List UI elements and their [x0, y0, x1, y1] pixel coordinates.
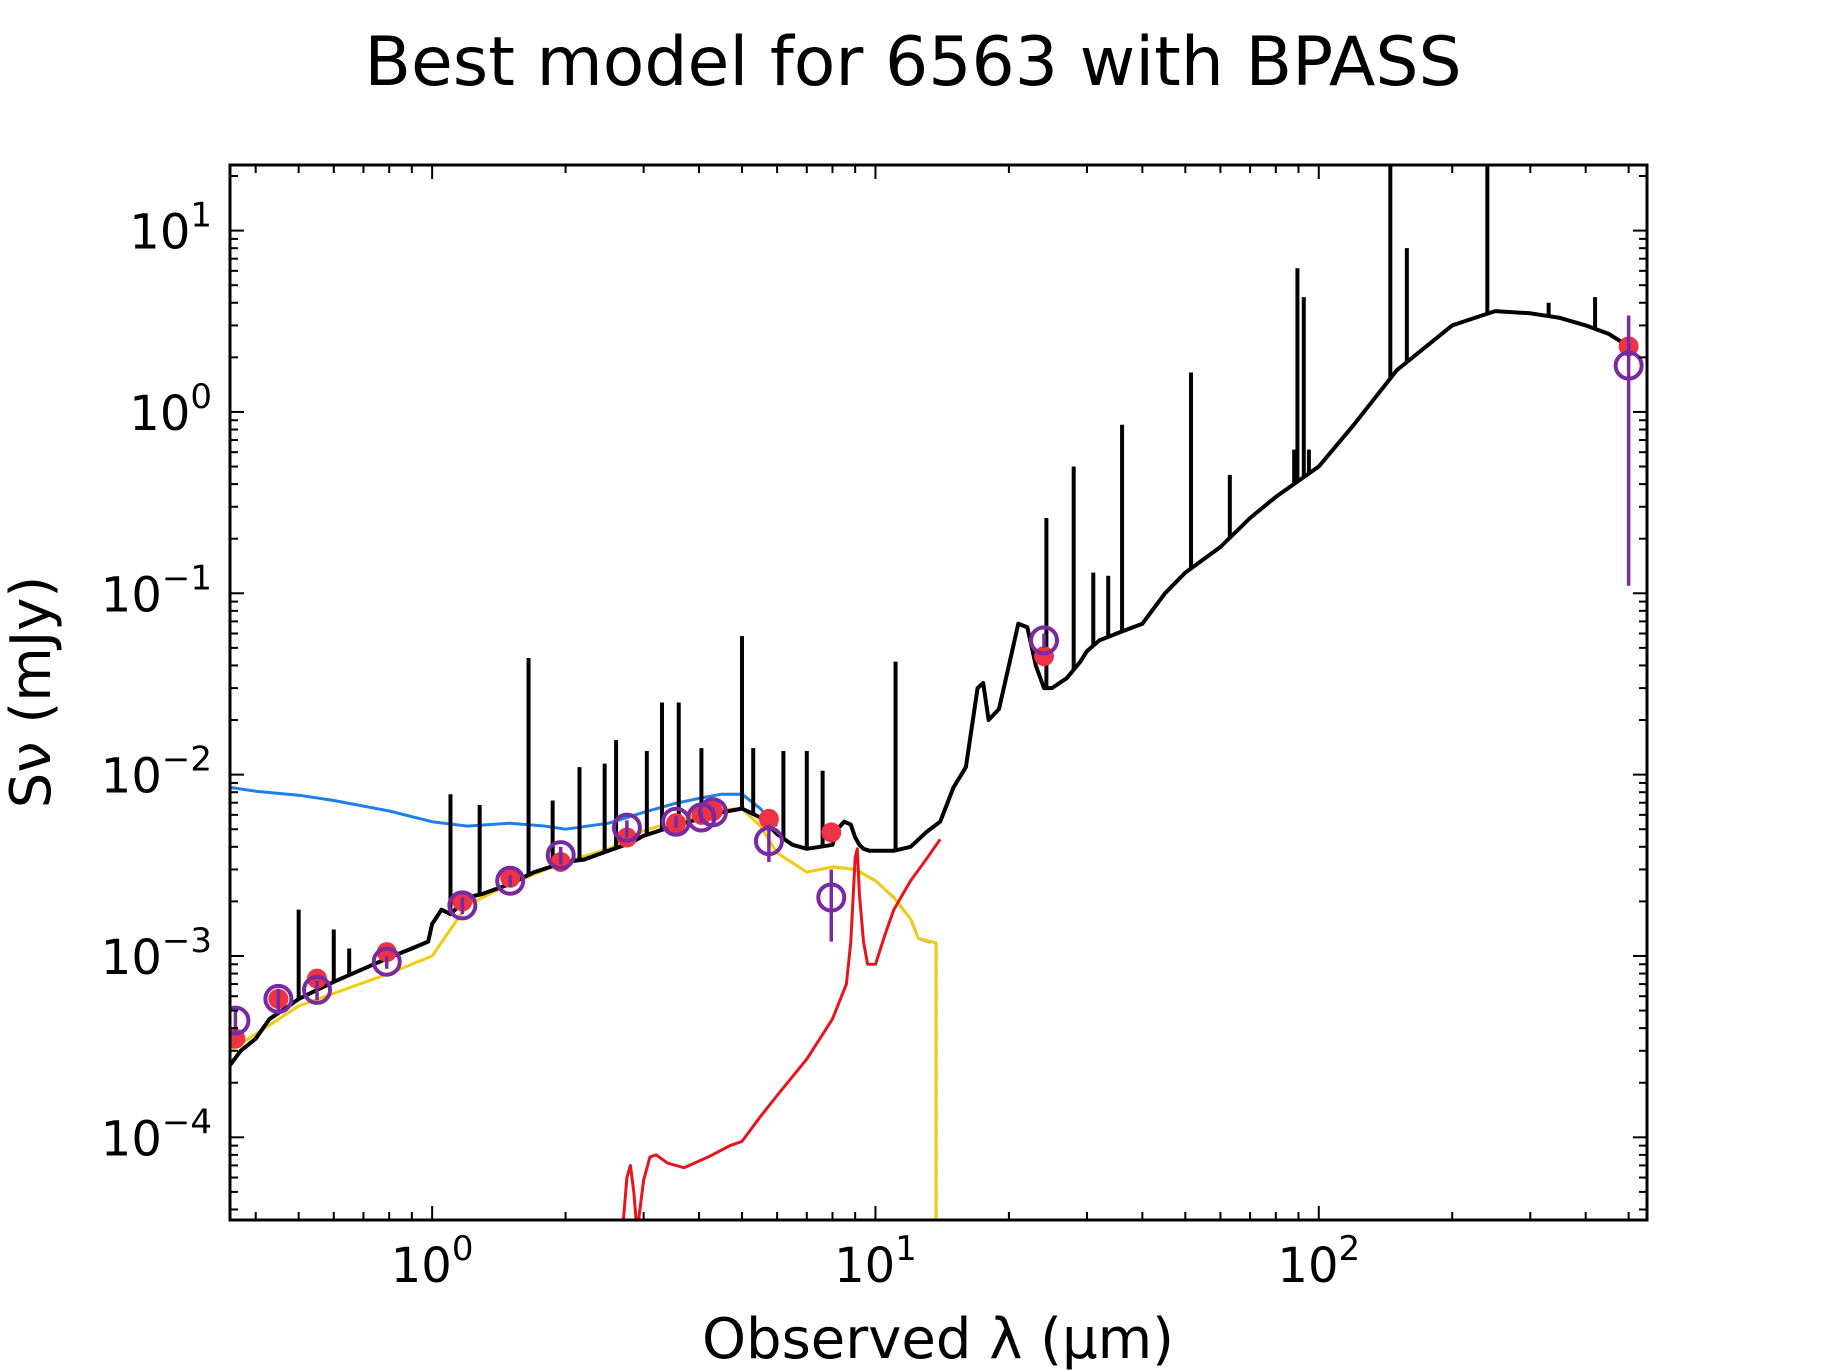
x-tick-label-base: 10: [391, 1238, 452, 1294]
x-tick-label-exponent: 0: [452, 1229, 474, 1269]
model-flux-point: [376, 942, 397, 963]
y-tick-label: 10−4: [101, 1102, 212, 1167]
x-tick-labels: 100 101 102: [391, 1229, 1360, 1294]
observed-flux-point: [263, 983, 294, 1014]
x-tick-label: 100: [391, 1229, 474, 1294]
y-tick-label-base: 10: [101, 930, 162, 986]
y-tick-label-base: 10: [101, 1111, 162, 1167]
observed-flux-point: [545, 840, 576, 871]
y-tick-label: 101: [129, 196, 212, 261]
y-tick-label: 100: [129, 377, 212, 442]
y-tick-label-base: 10: [101, 749, 162, 805]
x-tick-label-base: 10: [1277, 1238, 1338, 1294]
observed-flux-point: [371, 946, 402, 977]
plot-frame: [228, 163, 1649, 1222]
y-tick-label-base: 10: [129, 205, 190, 261]
y-tick-label-exponent: −4: [162, 1102, 212, 1142]
x-tick-label-exponent: 2: [1338, 1229, 1360, 1269]
x-tick-label: 102: [1277, 1229, 1360, 1294]
y-tick-label-exponent: −3: [162, 921, 212, 961]
y-tick-label-exponent: −2: [162, 740, 212, 780]
model-flux-point: [821, 822, 842, 843]
observed-flux-point: [1613, 350, 1644, 381]
observed-flux-point: [230, 1005, 251, 1036]
observed-flux-point: [302, 974, 333, 1005]
series-line-total-model: [230, 309, 1630, 1067]
model-flux-point: [758, 808, 779, 829]
observed-flux-point: [495, 865, 526, 896]
y-tick-label-exponent: 1: [190, 196, 212, 236]
observed-flux-point: [1029, 625, 1060, 656]
y-tick-label-exponent: −1: [162, 558, 212, 598]
observed-flux-point: [447, 890, 478, 921]
series-line-unattenuated-stellar: [230, 785, 779, 831]
series-line-dust-emission: [621, 838, 942, 1220]
plot-area: [230, 165, 1644, 1220]
y-tick-label: 10−2: [101, 740, 212, 805]
y-tick-label: 10−3: [101, 921, 212, 986]
x-axis-title: Observed λ (μm): [702, 1307, 1174, 1370]
x-tick-label: 101: [834, 1229, 917, 1294]
y-tick-label-base: 10: [101, 567, 162, 623]
observed-flux-point: [611, 812, 642, 843]
x-tick-label-exponent: 1: [895, 1229, 917, 1269]
y-tick-label: 10−1: [101, 558, 212, 623]
observed-flux-point: [697, 797, 728, 828]
observed-flux-point: [816, 882, 847, 913]
axis-ticks: [230, 165, 1647, 1220]
y-tick-label-base: 10: [129, 386, 190, 442]
x-tick-label-base: 10: [834, 1238, 895, 1294]
y-tick-label-exponent: 0: [190, 377, 212, 417]
observed-flux-point: [753, 826, 784, 857]
chart-title: Best model for 6563 with BPASS: [364, 23, 1461, 102]
y-axis-title: Sν (mJy): [0, 576, 64, 809]
